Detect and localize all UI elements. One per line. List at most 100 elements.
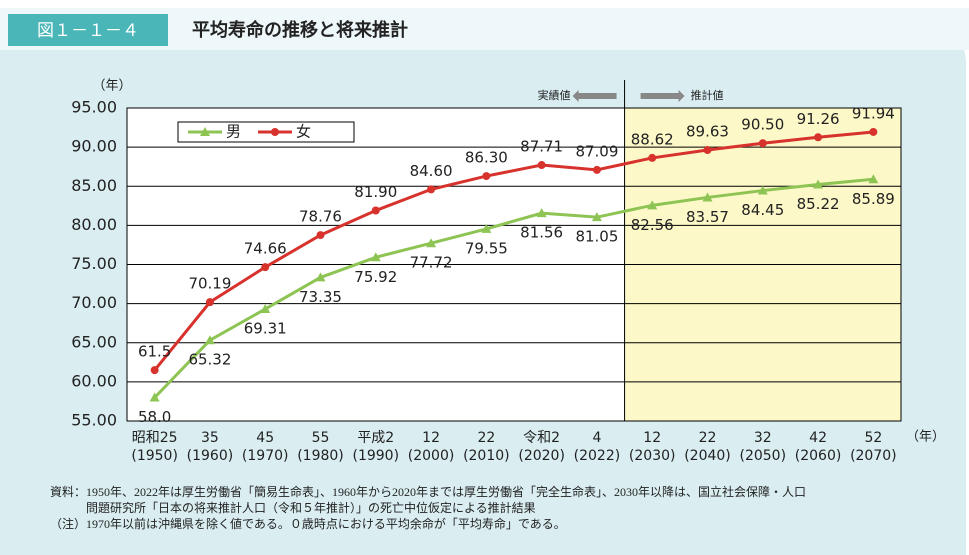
x-tick-label: 22	[477, 430, 495, 446]
x-tick-label: 32	[754, 430, 772, 446]
marker	[205, 298, 214, 307]
value-label: 65.32	[188, 351, 231, 369]
marker	[427, 185, 436, 194]
x-tick-label: 昭和25	[132, 430, 178, 446]
value-label: 81.90	[354, 183, 397, 201]
value-label: 90.50	[741, 116, 784, 134]
marker	[647, 200, 658, 210]
figure-label: 図１－１－４	[37, 21, 139, 41]
marker	[260, 304, 271, 314]
marker	[482, 172, 491, 181]
x-tick-sublabel: (2060)	[795, 448, 842, 464]
x-tick-sublabel: (1980)	[297, 448, 344, 464]
marker	[204, 335, 215, 345]
legend-label: 女	[296, 123, 311, 141]
marker	[702, 192, 713, 202]
marker	[869, 127, 878, 136]
marker	[426, 238, 437, 248]
x-tick-label: 45	[256, 430, 274, 446]
marker	[537, 161, 546, 170]
marker	[370, 252, 381, 262]
y-tick-label: 55.00	[71, 411, 117, 430]
marker	[813, 179, 824, 189]
value-label: 91.26	[797, 110, 840, 128]
value-label: 84.45	[741, 201, 784, 219]
projection-label: 推計値	[691, 88, 724, 102]
x-tick-sublabel: (2010)	[463, 448, 510, 464]
value-label: 69.31	[244, 320, 287, 338]
marker	[703, 146, 712, 155]
x-tick-sublabel: (2030)	[629, 448, 676, 464]
x-tick-label: 52	[864, 430, 882, 446]
value-label: 84.60	[410, 162, 453, 180]
marker	[271, 128, 279, 136]
x-tick-label: 22	[699, 430, 717, 446]
y-tick-label: 75.00	[71, 254, 117, 273]
figure-label-box	[8, 14, 168, 46]
marker	[868, 174, 879, 184]
marker	[150, 366, 159, 375]
value-label: 86.30	[465, 149, 508, 167]
x-unit: （年）	[906, 430, 945, 445]
marker	[316, 231, 325, 240]
x-tick-sublabel: (2040)	[684, 448, 731, 464]
marker	[261, 263, 270, 272]
x-tick-label: 令和2	[523, 430, 560, 446]
value-label: 75.92	[354, 268, 397, 286]
x-tick-sublabel: (1970)	[242, 448, 289, 464]
x-tick-sublabel: (2020)	[518, 448, 565, 464]
x-tick-sublabel: (1960)	[187, 448, 234, 464]
chart-title: 平均寿命の推移と将来推計	[192, 19, 408, 41]
marker	[371, 206, 380, 215]
marker	[200, 127, 210, 136]
marker	[814, 133, 823, 142]
x-tick-label: 4	[592, 430, 601, 446]
marker	[592, 165, 601, 174]
x-tick-label: 12	[422, 430, 440, 446]
arrow	[640, 90, 685, 102]
value-label: 73.35	[299, 288, 342, 306]
value-label: 61.5	[138, 343, 171, 361]
value-label: 85.89	[852, 190, 895, 208]
legend-label: 男	[226, 123, 241, 141]
arrow	[572, 90, 617, 102]
marker	[481, 223, 492, 233]
marker	[591, 212, 602, 222]
y-unit: （年）	[92, 79, 131, 94]
value-label: 70.19	[188, 275, 231, 293]
note: （注）1970年以前は沖縄県を除く値である。０歳時点における平均余命が「平均寿命…	[50, 516, 566, 531]
value-label: 79.55	[465, 239, 508, 257]
x-tick-sublabel: (1950)	[131, 448, 178, 464]
marker	[648, 153, 657, 162]
x-tick-label: 35	[201, 430, 219, 446]
value-label: 58.0	[138, 408, 171, 426]
value-label: 74.66	[244, 240, 287, 258]
y-tick-label: 85.00	[71, 176, 117, 195]
legend-box	[177, 121, 355, 143]
y-tick-label: 95.00	[71, 98, 117, 117]
series-line	[153, 130, 874, 372]
x-tick-sublabel: (2022)	[574, 448, 621, 464]
x-tick-label: 42	[809, 430, 827, 446]
x-tick-sublabel: (2000)	[408, 448, 455, 464]
x-tick-sublabel: (2050)	[740, 448, 787, 464]
value-label: 81.56	[520, 224, 563, 242]
marker	[757, 185, 768, 195]
x-tick-sublabel: (2070)	[850, 448, 897, 464]
y-tick-label: 65.00	[71, 332, 117, 351]
value-label: 89.63	[686, 123, 729, 141]
x-tick-label: 12	[643, 430, 661, 446]
marker	[149, 392, 160, 402]
marker	[315, 272, 326, 282]
value-label: 82.56	[631, 216, 674, 234]
y-tick-label: 70.00	[71, 293, 117, 312]
y-tick-label: 90.00	[71, 137, 117, 156]
series-line	[153, 177, 874, 399]
marker	[536, 208, 547, 218]
value-label: 78.76	[299, 208, 342, 226]
value-label: 88.62	[631, 130, 674, 148]
y-tick-label: 60.00	[71, 371, 117, 390]
y-tick-label: 80.00	[71, 215, 117, 234]
value-label: 85.22	[797, 195, 840, 213]
